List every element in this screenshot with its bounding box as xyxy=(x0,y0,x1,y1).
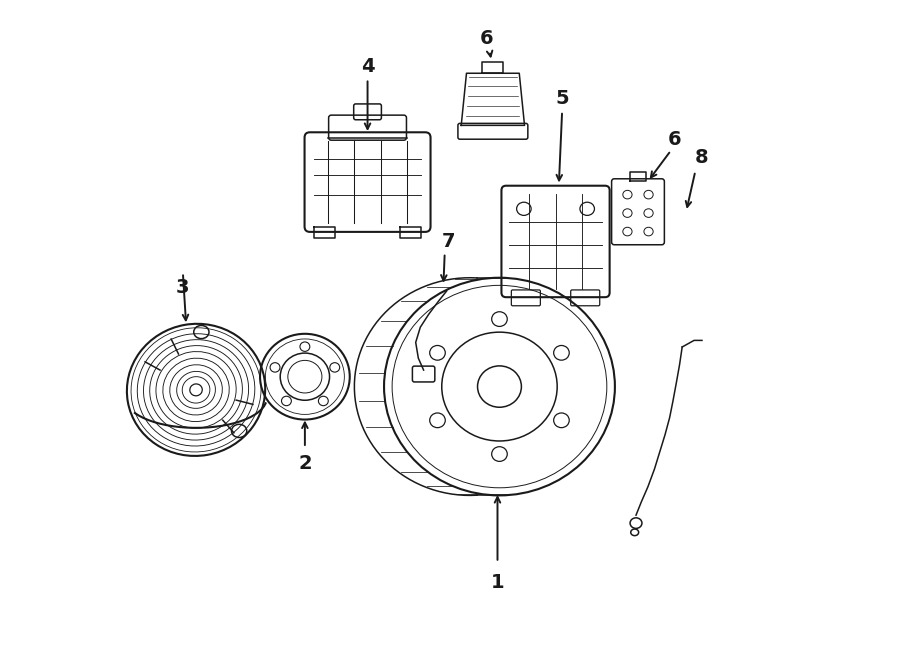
Text: 5: 5 xyxy=(555,89,569,108)
Text: 6: 6 xyxy=(668,130,681,149)
Text: 6: 6 xyxy=(480,30,493,48)
Text: 4: 4 xyxy=(361,57,374,76)
Text: 2: 2 xyxy=(298,454,311,473)
Text: 8: 8 xyxy=(695,148,709,167)
Text: 1: 1 xyxy=(491,573,504,592)
Text: 7: 7 xyxy=(442,232,455,251)
Text: 3: 3 xyxy=(176,278,190,297)
